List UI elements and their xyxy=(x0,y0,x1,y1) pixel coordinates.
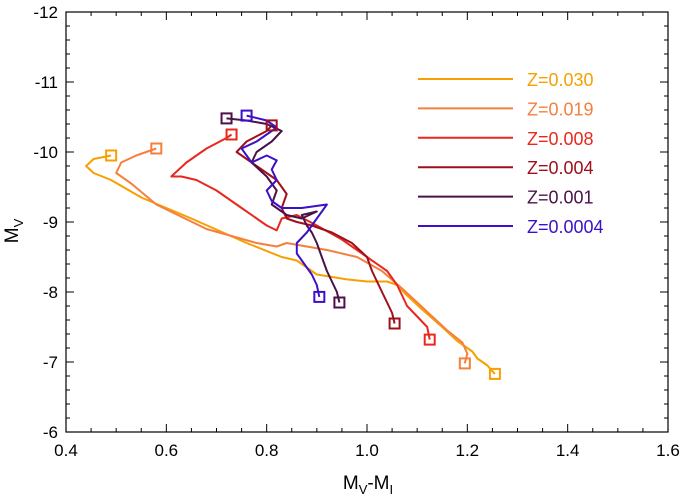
end-marker xyxy=(333,296,346,309)
end-marker xyxy=(313,290,326,303)
end-marker xyxy=(488,367,501,380)
tick-layer: 0.4 0.6 0.8 1.0 1.2 1.4 1.6 -12 -11 -10 -9 -8 -7 -6 xyxy=(33,3,679,460)
legend-label-1: Z=0.030 xyxy=(527,70,594,90)
y-tick-label: -10 xyxy=(33,143,58,162)
series-line-6 xyxy=(240,114,328,298)
end-marker xyxy=(388,317,401,330)
x-tick-label: 1.4 xyxy=(556,441,580,460)
legend-label-2: Z=0.019 xyxy=(527,99,594,119)
end-marker xyxy=(225,128,238,141)
y-tick-label: -6 xyxy=(43,423,58,442)
series-line-5 xyxy=(226,117,341,303)
marker-layer xyxy=(105,109,501,380)
series-layer xyxy=(85,114,496,375)
end-marker xyxy=(423,333,436,346)
y-tick-label: -12 xyxy=(33,3,58,22)
x-tick-label: 0.4 xyxy=(54,441,78,460)
x-tick-label: 0.8 xyxy=(255,441,279,460)
legend-label-6: Z=0.0004 xyxy=(527,217,604,237)
end-marker xyxy=(240,109,253,122)
x-tick-label: 1.0 xyxy=(355,441,379,460)
series-line-1 xyxy=(85,154,496,375)
x-tick-label: 1.2 xyxy=(456,441,480,460)
series-line-3 xyxy=(170,133,431,340)
x-tick-label: 0.6 xyxy=(155,441,179,460)
legend-label-4: Z=0.004 xyxy=(527,158,594,178)
x-axis-title-mid: -M xyxy=(367,473,389,494)
end-marker xyxy=(150,142,163,155)
legend-label-3: Z=0.008 xyxy=(527,129,594,149)
end-marker xyxy=(105,149,118,162)
x-axis-title-sub2: I xyxy=(390,482,394,497)
end-marker xyxy=(458,357,471,370)
y-tick-label: -11 xyxy=(35,73,58,92)
legend: Z=0.030 Z=0.019 Z=0.008 Z=0.004 Z=0.001 Z=0.0… xyxy=(418,70,604,237)
y-tick-label: -9 xyxy=(43,213,58,232)
y-axis-title: MV xyxy=(2,218,26,243)
end-marker xyxy=(220,112,233,125)
y-axis-title-sub: V xyxy=(11,218,26,227)
x-axis-title-sub1: V xyxy=(359,482,368,497)
x-axis-title: MV-MI xyxy=(343,473,393,497)
y-tick-label: -8 xyxy=(43,283,58,302)
series-line-2 xyxy=(115,147,469,364)
x-tick-label: 1.6 xyxy=(656,441,680,460)
end-marker xyxy=(265,119,278,132)
series-line-4 xyxy=(235,124,396,324)
y-axis-title-main: M xyxy=(2,227,23,243)
x-axis-title-main: M xyxy=(343,473,359,494)
y-tick-label: -7 xyxy=(43,353,58,372)
legend-label-5: Z=0.001 xyxy=(527,188,594,208)
